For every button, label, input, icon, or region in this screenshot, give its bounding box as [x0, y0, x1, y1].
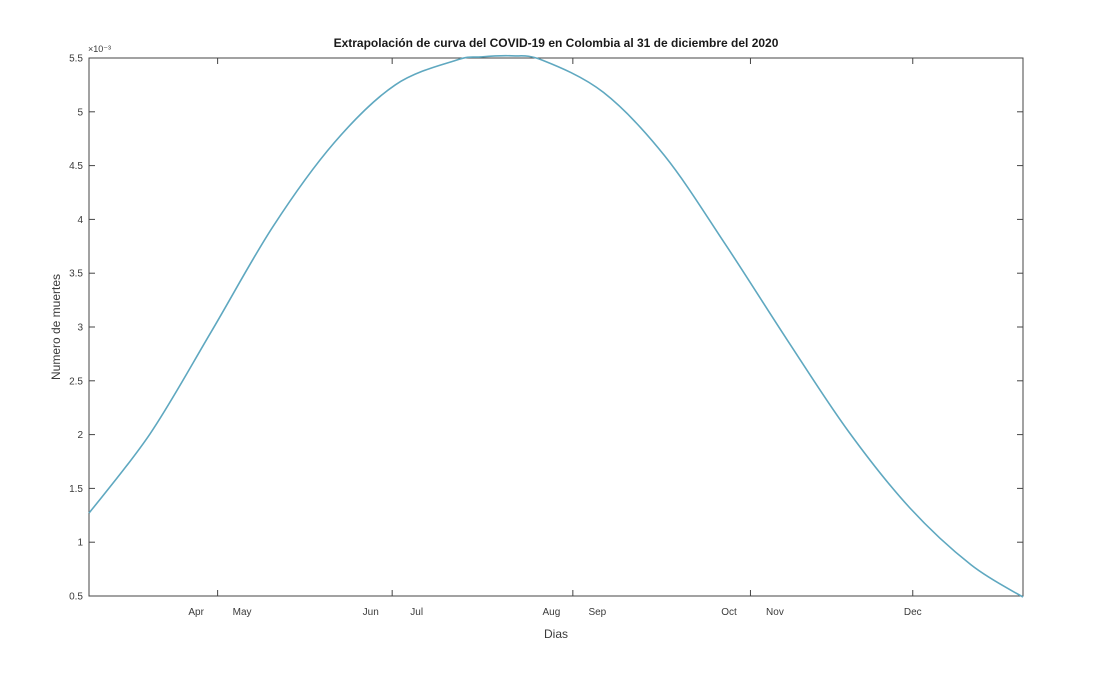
chart-title: Extrapolación de curva del COVID-19 en C…	[334, 36, 779, 50]
y-tick-label: 5	[77, 107, 83, 118]
y-tick-label: 4.5	[69, 161, 83, 172]
x-tick-label: May	[233, 607, 252, 618]
plot-area: 0.5 1 1.5 2 2.5 3 3.5 4 4.5 5 5.5 Apr May Jun Jul Aug S…	[69, 54, 1024, 618]
y-tick-label: 2	[77, 430, 83, 441]
y-axis-exponent: ×10⁻³	[88, 44, 111, 54]
y-tick-label: 3	[77, 323, 83, 334]
x-tick-label: Aug	[543, 607, 561, 618]
x-tick-label: Nov	[766, 607, 784, 618]
plot-frame	[88, 57, 1024, 597]
series-line	[88, 54, 1024, 598]
y-tick-label: 0.5	[69, 592, 83, 603]
x-tick-label: Sep	[588, 607, 606, 618]
y-tick-label: 3.5	[69, 269, 83, 280]
x-axis-ticks: Apr May Jun Jul Aug Sep Oct Nov Dec	[188, 58, 922, 618]
y-axis-label: Numero de muertes	[49, 274, 63, 380]
x-tick-label: Jun	[363, 607, 379, 618]
x-tick-label: Dec	[904, 607, 922, 618]
y-tick-label: 5.5	[69, 54, 83, 65]
x-tick-label: Apr	[188, 607, 204, 618]
y-tick-label: 2.5	[69, 376, 83, 387]
y-tick-label: 1.5	[69, 484, 83, 495]
x-axis-label: Dias	[544, 627, 568, 641]
x-tick-label: Jul	[410, 607, 423, 618]
y-axis-ticks: 0.5 1 1.5 2 2.5 3 3.5 4 4.5 5 5.5	[69, 54, 1023, 603]
y-tick-label: 1	[77, 538, 83, 549]
y-tick-label: 4	[77, 215, 83, 226]
x-tick-label: Oct	[721, 607, 737, 618]
